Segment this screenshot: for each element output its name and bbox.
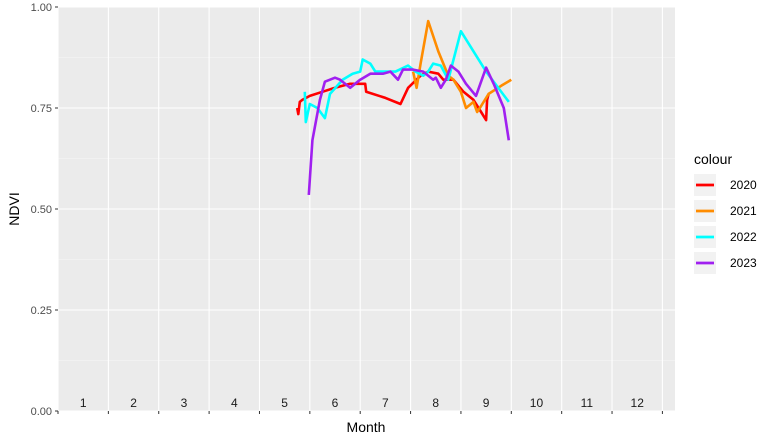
major-grid xyxy=(57,6,675,412)
month-label: 12 xyxy=(631,396,645,410)
legend-label-2023: 2023 xyxy=(730,256,757,270)
y-tick-label: 0.50 xyxy=(31,204,52,216)
month-label: 6 xyxy=(332,396,339,410)
legend-label-2020: 2020 xyxy=(730,178,757,192)
y-tick-label: 0.25 xyxy=(31,305,52,317)
month-label: 5 xyxy=(281,396,288,410)
y-axis-title: NDVI xyxy=(6,192,22,225)
month-label: 1 xyxy=(80,396,87,410)
series-line-2023 xyxy=(307,64,511,195)
legend-title: colour xyxy=(694,151,732,167)
y-tick-label: 0.75 xyxy=(31,103,52,115)
y-tick-label: 0.00 xyxy=(31,406,52,418)
month-label: 9 xyxy=(483,396,490,410)
month-label: 10 xyxy=(530,396,544,410)
series-lines xyxy=(295,19,512,195)
legend: colour 2020 2021 2022 2023 xyxy=(694,151,757,274)
y-axis: 0.00 0.25 0.50 0.75 1.00 xyxy=(31,2,58,418)
series-line-2022 xyxy=(303,29,510,124)
month-label: 3 xyxy=(181,396,188,410)
x-axis xyxy=(57,411,663,414)
y-tick-label: 1.00 xyxy=(31,2,52,14)
legend-label-2022: 2022 xyxy=(730,230,757,244)
series-line-2021 xyxy=(411,19,512,114)
legend-label-2021: 2021 xyxy=(730,204,757,218)
month-label: 4 xyxy=(231,396,238,410)
month-labels: 1 2 3 4 5 6 7 8 9 10 11 12 xyxy=(80,396,644,410)
x-axis-title: Month xyxy=(347,419,386,435)
month-label: 8 xyxy=(432,396,439,410)
minor-grid xyxy=(58,57,675,361)
month-label: 2 xyxy=(130,396,137,410)
month-label: 11 xyxy=(581,396,594,410)
legend-items: 2020 2021 2022 2023 xyxy=(694,174,757,274)
month-label: 7 xyxy=(382,396,389,410)
